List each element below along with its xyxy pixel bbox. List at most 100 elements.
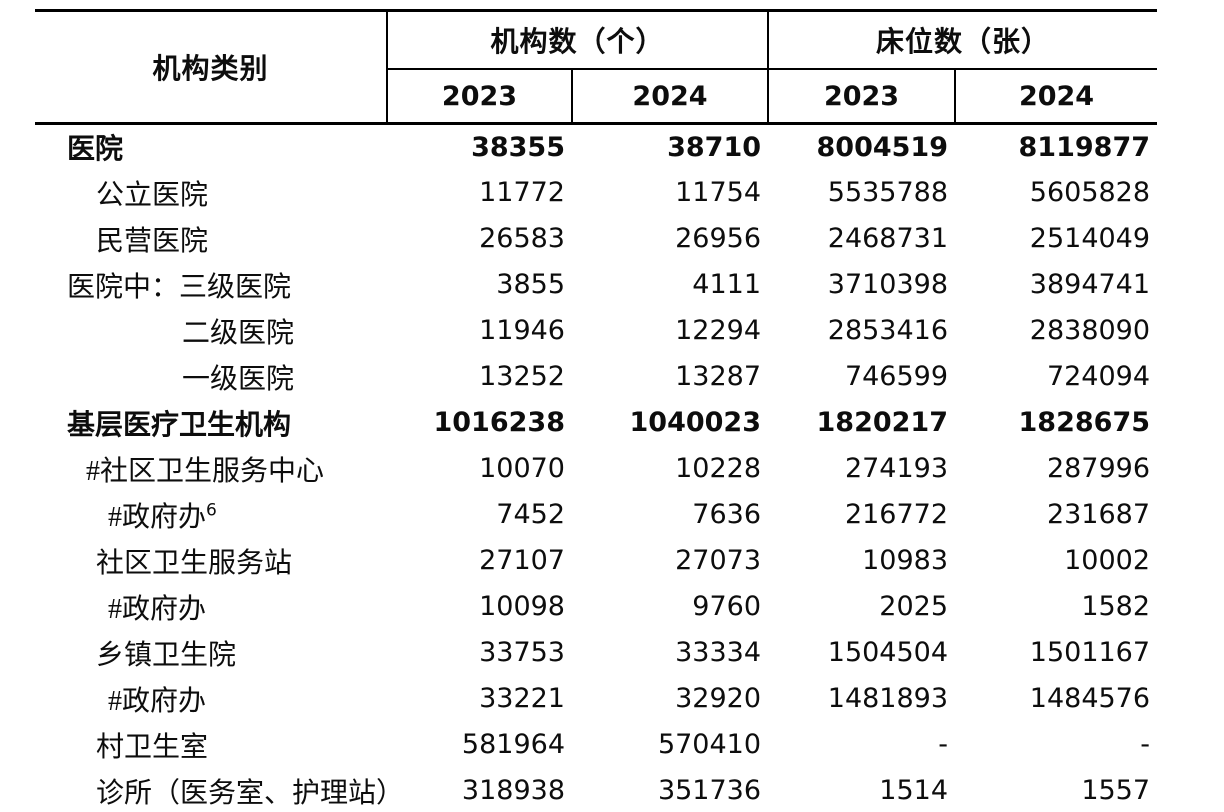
cell-value: 38355	[471, 131, 565, 163]
cell-value: 2853416	[827, 315, 949, 346]
cell-value: 7636	[692, 499, 762, 530]
header-year-institutions-2023: 2023	[387, 69, 572, 125]
cell-value: 26956	[675, 223, 762, 254]
cell-value: 12294	[675, 315, 762, 346]
table-row: #政府办6 7452 7636 216772 231687	[35, 492, 1157, 538]
cell-value: 9760	[692, 591, 762, 622]
footnote-superscript: 6	[206, 500, 217, 521]
cell-value: 1820217	[816, 407, 949, 438]
header-year-institutions-2024: 2024	[570, 69, 769, 125]
row-label: 民营医院	[96, 225, 209, 257]
cell-value: 10228	[675, 453, 762, 484]
table-row: 一级医院 13252 13287 746599 724094	[35, 354, 1157, 400]
header-row-groups: 机构类别 机构数（个） 床位数（张）	[35, 10, 1158, 125]
cell-value: 27107	[479, 545, 565, 576]
cell-value: 11946	[479, 315, 565, 346]
table-row: 医院中：三级医院 3855 4111 3710398 3894741	[35, 262, 1157, 308]
cell-value: 5535788	[827, 177, 949, 208]
cell-value: 13287	[675, 361, 762, 392]
cell-value: 3855	[496, 269, 565, 300]
cell-value: 1828675	[1018, 407, 1151, 438]
cell-value: 1016238	[433, 407, 565, 438]
header-group-bed-count: 床位数（张）	[767, 10, 1158, 70]
table-row: 乡镇卫生院 33753 33334 1504504 1501167	[35, 630, 1157, 676]
row-label: 一级医院	[182, 363, 295, 395]
cell-value: 1501167	[1029, 637, 1151, 668]
cell-value: 1481893	[827, 683, 949, 714]
cell-value: 1582	[1081, 591, 1151, 622]
cell-value: 570410	[657, 729, 762, 760]
table-body: 医院 38355 38710 8004519 8119877 公立医院 11772 11754…	[35, 124, 1157, 812]
table-row: #政府办 10098 9760 2025 1582	[35, 584, 1157, 630]
cell-value: 2514049	[1029, 223, 1151, 254]
health-institutions-table: 机构类别 机构数（个） 床位数（张） 2023 2024 2023 2024 医…	[35, 9, 1158, 812]
row-label: 基层医疗卫生机构	[67, 409, 292, 441]
table-header: 机构类别 机构数（个） 床位数（张） 2023 2024 2023 2024	[35, 10, 1158, 125]
cell-value: 318938	[461, 775, 565, 806]
row-label: 诊所（医务室、护理站）	[96, 777, 387, 809]
table-row: 诊所（医务室、护理站） 318938 351736 1514 1557	[35, 768, 1157, 812]
cell-value: 216772	[844, 499, 949, 530]
header-year-beds-2023: 2023	[767, 69, 956, 125]
row-label: 医院中：三级医院	[67, 271, 292, 303]
table-row: 医院 38355 38710 8004519 8119877	[35, 124, 1157, 170]
cell-value: 287996	[1046, 453, 1151, 484]
cell-value: 581964	[461, 729, 565, 760]
cell-value: 2838090	[1029, 315, 1151, 346]
cell-value: 8119877	[1018, 131, 1151, 163]
cell-value: 1504504	[827, 637, 949, 668]
row-label: 乡镇卫生院	[96, 639, 237, 671]
row-label: #政府办	[108, 593, 207, 625]
cell-value: -	[1140, 729, 1151, 760]
cell-value: 11754	[675, 177, 762, 208]
cell-value: 231687	[1046, 499, 1151, 530]
cell-value: 7452	[496, 499, 565, 530]
row-label: 社区卫生服务站	[96, 547, 293, 579]
table-row: 社区卫生服务站 27107 27073 10983 10002	[35, 538, 1157, 584]
cell-value: 8004519	[816, 131, 949, 163]
row-label: #社区卫生服务中心	[86, 455, 325, 487]
cell-value: 4111	[692, 269, 762, 300]
header-category: 机构类别	[35, 10, 388, 125]
cell-value: 11772	[479, 177, 565, 208]
row-label: #政府办6	[108, 500, 217, 533]
cell-value: 32920	[675, 683, 762, 714]
cell-value: -	[938, 729, 949, 760]
cell-value: 1484576	[1029, 683, 1151, 714]
cell-value: 2468731	[827, 223, 949, 254]
cell-value: 10070	[479, 453, 565, 484]
table-row: #政府办 33221 32920 1481893 1484576	[35, 676, 1157, 722]
row-label: 公立医院	[96, 179, 209, 211]
cell-value: 1514	[879, 775, 949, 806]
cell-value: 33753	[479, 637, 565, 668]
cell-value: 13252	[479, 361, 565, 392]
cell-value: 5605828	[1029, 177, 1151, 208]
cell-value: 1040023	[629, 407, 762, 438]
cell-value: 2025	[879, 591, 949, 622]
cell-value: 746599	[844, 361, 949, 392]
cell-value: 3710398	[827, 269, 949, 300]
table-row: 民营医院 26583 26956 2468731 2514049	[35, 216, 1157, 262]
header-year-beds-2024: 2024	[954, 69, 1158, 125]
row-label: 医院	[67, 134, 124, 166]
cell-value: 274193	[844, 453, 949, 484]
cell-value: 38710	[667, 131, 762, 163]
header-row-years: 2023 2024 2023 2024	[35, 69, 1158, 125]
row-label: 村卫生室	[96, 731, 209, 763]
cell-value: 10983	[862, 545, 949, 576]
cell-value: 10098	[479, 591, 565, 622]
table-row: #社区卫生服务中心 10070 10228 274193 287996	[35, 446, 1157, 492]
cell-value: 724094	[1046, 361, 1151, 392]
row-label: #政府办	[108, 685, 207, 717]
table-row: 公立医院 11772 11754 5535788 5605828	[35, 170, 1157, 216]
header-group-institution-count: 机构数（个）	[387, 10, 769, 70]
row-label: 二级医院	[182, 317, 295, 349]
table-row: 二级医院 11946 12294 2853416 2838090	[35, 308, 1157, 354]
cell-value: 3894741	[1029, 269, 1151, 300]
table-row: 基层医疗卫生机构 1016238 1040023 1820217 1828675	[35, 400, 1157, 446]
cell-value: 33334	[675, 637, 762, 668]
cell-value: 27073	[675, 545, 762, 576]
table-row: 村卫生室 581964 570410 - -	[35, 722, 1157, 768]
cell-value: 351736	[657, 775, 762, 806]
